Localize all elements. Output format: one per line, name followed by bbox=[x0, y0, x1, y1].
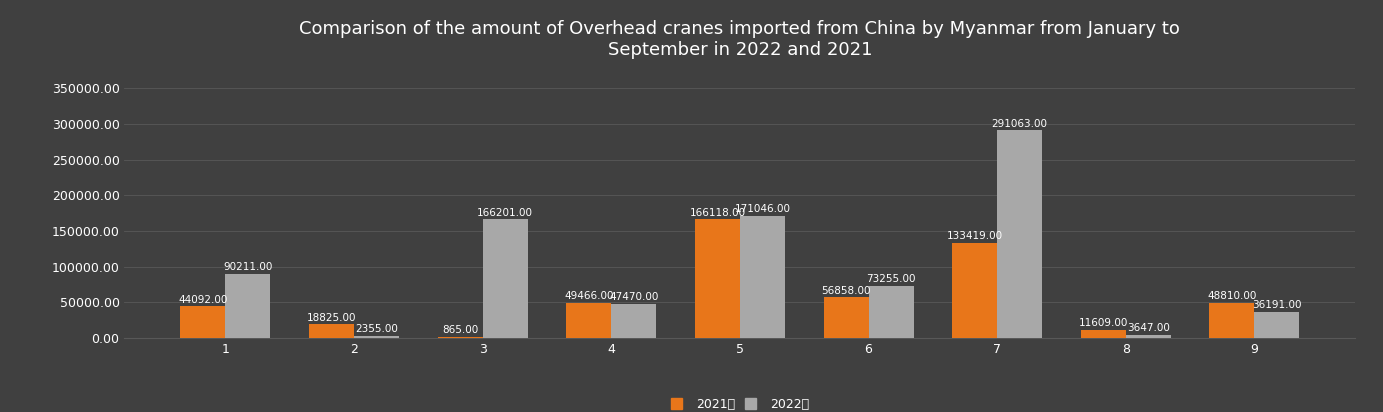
Text: 3647.00: 3647.00 bbox=[1127, 323, 1170, 333]
Text: 171046.00: 171046.00 bbox=[734, 204, 791, 214]
Bar bbox=[740, 216, 786, 338]
Text: 56858.00: 56858.00 bbox=[822, 286, 871, 295]
Bar bbox=[180, 307, 225, 338]
Legend: 2021年, 2022年: 2021年, 2022年 bbox=[665, 393, 815, 412]
Bar bbox=[611, 304, 657, 338]
Text: 44092.00: 44092.00 bbox=[178, 295, 228, 304]
Bar bbox=[1080, 330, 1126, 338]
Text: 49466.00: 49466.00 bbox=[564, 291, 614, 301]
Text: 166201.00: 166201.00 bbox=[477, 208, 534, 218]
Text: 2355.00: 2355.00 bbox=[355, 324, 398, 335]
Bar bbox=[1254, 312, 1300, 338]
Bar bbox=[1209, 303, 1254, 338]
Text: 865.00: 865.00 bbox=[443, 325, 479, 335]
Bar bbox=[952, 243, 997, 338]
Text: 133419.00: 133419.00 bbox=[946, 231, 1003, 241]
Bar bbox=[354, 336, 400, 338]
Text: 166118.00: 166118.00 bbox=[689, 208, 745, 218]
Bar bbox=[997, 131, 1043, 338]
Text: 18825.00: 18825.00 bbox=[307, 313, 357, 323]
Text: 11609.00: 11609.00 bbox=[1079, 318, 1129, 328]
Bar bbox=[308, 324, 354, 338]
Bar bbox=[869, 286, 914, 338]
Bar bbox=[437, 337, 483, 338]
Text: 73255.00: 73255.00 bbox=[866, 274, 916, 284]
Text: 90211.00: 90211.00 bbox=[223, 262, 272, 272]
Bar bbox=[566, 302, 611, 338]
Bar bbox=[823, 297, 869, 338]
Bar bbox=[1126, 335, 1171, 338]
Title: Comparison of the amount of Overhead cranes imported from China by Myanmar from : Comparison of the amount of Overhead cra… bbox=[300, 20, 1180, 59]
Text: 48810.00: 48810.00 bbox=[1207, 291, 1257, 301]
Bar bbox=[225, 274, 271, 338]
Text: 47470.00: 47470.00 bbox=[609, 292, 658, 302]
Text: 291063.00: 291063.00 bbox=[992, 119, 1048, 129]
Bar bbox=[694, 220, 740, 338]
Text: 36191.00: 36191.00 bbox=[1252, 300, 1301, 310]
Bar bbox=[483, 220, 528, 338]
